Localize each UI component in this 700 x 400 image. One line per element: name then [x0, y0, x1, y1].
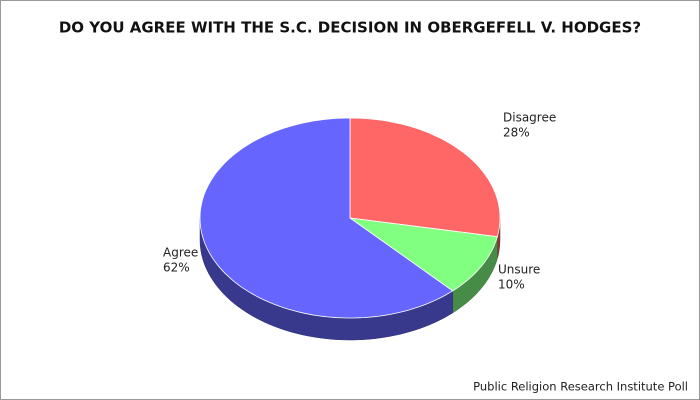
chart-title: DO YOU AGREE WITH THE S.C. DECISION IN O… — [59, 19, 641, 37]
source-note: Public Religion Research Institute Poll — [473, 380, 688, 394]
slice — [199, 117, 454, 319]
slice — [349, 217, 498, 292]
slice-value-label: 62% — [163, 261, 190, 275]
slice — [349, 117, 501, 238]
slice-label: Unsure — [498, 263, 540, 277]
slice-label: Disagree — [503, 111, 556, 125]
slice-label: Agree — [163, 246, 198, 260]
slice-value-label: 28% — [503, 126, 530, 140]
slice-value-label: 10% — [498, 278, 525, 292]
